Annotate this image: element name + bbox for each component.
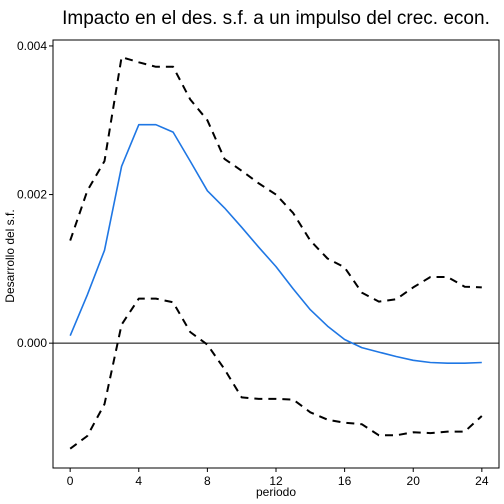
x-tick-label: 4	[135, 474, 142, 488]
x-tick-label: 16	[338, 474, 352, 488]
chart-title: Impacto en el des. s.f. a un impulso del…	[62, 8, 490, 29]
y-tick-label: 0.002	[17, 188, 47, 202]
y-axis-label: Desarrollo del s.f.	[3, 209, 17, 302]
x-axis-label: periodo	[256, 485, 296, 499]
plot-panel	[53, 40, 499, 468]
x-tick-label: 20	[407, 474, 421, 488]
x-tick-label: 0	[67, 474, 74, 488]
x-tick-label: 8	[204, 474, 211, 488]
y-tick-label: 0.000	[17, 336, 47, 350]
x-tick-label: 24	[475, 474, 489, 488]
y-tick-label: 0.004	[17, 39, 47, 53]
